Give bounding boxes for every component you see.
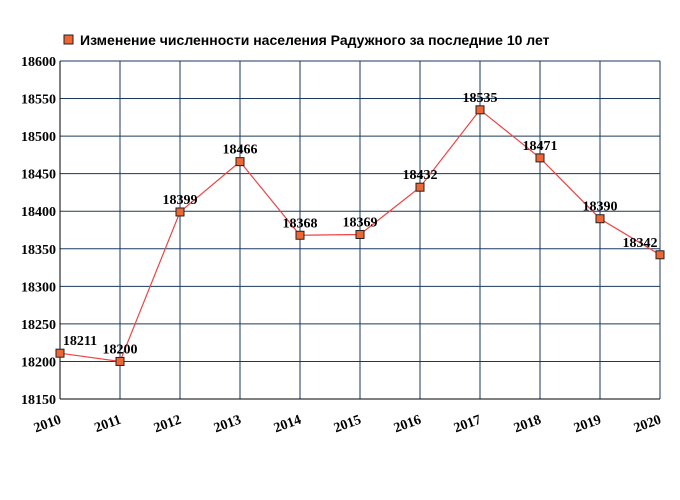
data-label: 18399	[163, 193, 198, 208]
y-tick-label: 18500	[21, 130, 56, 145]
y-tick-labels: 18150 18200 18250 18300 18350 18400 18450 18500…	[21, 55, 56, 408]
data-label: 18432	[403, 168, 438, 183]
data-label: 18342	[623, 236, 658, 251]
data-point	[655, 250, 665, 260]
data-point	[115, 356, 125, 366]
x-tick-labels: 2010 2011 2012 2013 2014 2015 2016 2017 2018 2019…	[32, 413, 663, 437]
x-tick-label: 2016	[392, 413, 423, 437]
data-point	[295, 230, 305, 240]
data-point	[235, 157, 245, 167]
y-tick-label: 18150	[21, 393, 56, 408]
x-tick-label: 2020	[632, 413, 663, 437]
y-tick-label: 18450	[21, 168, 56, 183]
x-tick-label: 2018	[512, 413, 543, 437]
legend-label: Изменение численности населения Радужног…	[80, 32, 550, 48]
data-point	[415, 182, 425, 192]
y-tick-label: 18350	[21, 243, 56, 258]
data-labels: 18211 18200 18399 18466 18368 18369 18432 18535…	[63, 91, 658, 358]
x-tick-label: 2015	[332, 413, 363, 437]
y-tick-label: 18300	[21, 280, 56, 295]
data-label: 18466	[223, 143, 258, 158]
data-label: 18211	[63, 334, 97, 349]
data-label: 18471	[523, 139, 558, 154]
x-tick-label: 2010	[32, 413, 63, 437]
data-point	[355, 230, 365, 240]
legend-marker	[63, 34, 74, 45]
x-tick-label: 2011	[93, 413, 124, 436]
axes	[59, 61, 660, 400]
x-tick-label: 2012	[152, 413, 183, 437]
y-tick-label: 18400	[21, 205, 56, 220]
data-label: 18390	[583, 200, 618, 215]
data-point	[175, 207, 185, 217]
x-tick-label: 2013	[212, 413, 243, 437]
y-tick-label: 18250	[21, 318, 56, 333]
data-label: 18369	[343, 216, 378, 231]
data-points	[55, 105, 665, 366]
data-point	[55, 348, 65, 358]
x-tick-label: 2017	[452, 413, 483, 437]
x-tick-label: 2014	[272, 413, 303, 437]
x-tick-label: 2019	[572, 413, 603, 437]
legend: Изменение численности населения Радужног…	[63, 32, 550, 48]
y-tick-label: 18550	[21, 93, 56, 108]
data-label: 18368	[283, 216, 318, 231]
data-point	[595, 214, 605, 224]
data-point	[475, 105, 485, 115]
y-tick-label: 18200	[21, 355, 56, 370]
y-tick-label: 18600	[21, 55, 56, 70]
data-label: 18535	[463, 91, 498, 106]
data-label: 18200	[103, 342, 138, 357]
data-point	[535, 153, 545, 163]
